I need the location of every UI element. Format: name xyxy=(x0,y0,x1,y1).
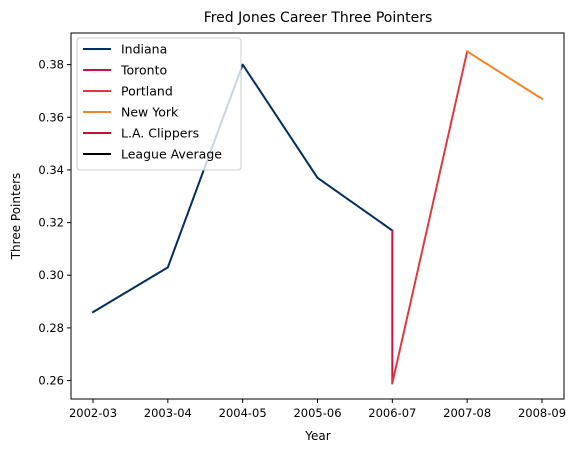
y-tick-label: 0.34 xyxy=(38,163,64,177)
y-tick-label: 0.28 xyxy=(38,321,64,335)
x-tick-label: 2006-07 xyxy=(368,406,416,420)
legend-label: Indiana xyxy=(121,42,167,57)
x-axis-label: Year xyxy=(304,429,330,443)
y-tick-label: 0.32 xyxy=(38,216,64,230)
x-tick-label: 2007-08 xyxy=(443,406,491,420)
legend-label: Portland xyxy=(121,84,173,99)
legend-label: L.A. Clippers xyxy=(121,126,199,141)
series-line-new-york xyxy=(465,50,544,101)
x-tick-label: 2003-04 xyxy=(144,406,192,420)
chart-title: Fred Jones Career Three Pointers xyxy=(204,10,433,26)
y-tick-label: 0.38 xyxy=(38,58,64,72)
legend-label: Toronto xyxy=(120,63,167,78)
legend-label: New York xyxy=(121,105,179,120)
legend: Indiana Toronto Portland New York L.A. Clipp… xyxy=(76,37,242,171)
x-tick-label: 2005-06 xyxy=(293,406,341,420)
legend-box xyxy=(76,37,242,171)
y-tick-label: 0.26 xyxy=(38,374,64,388)
y-axis: 0.26 0.28 0.30 0.32 0.34 0.36 0.38 xyxy=(38,58,71,388)
x-tick-label: 2002-03 xyxy=(69,406,117,420)
x-axis: 2002-03 2003-04 2004-05 2005-06 2006-07 2007-… xyxy=(69,399,566,420)
series-line-portland xyxy=(391,50,469,385)
x-tick-label: 2004-05 xyxy=(219,406,267,420)
series-line-indiana xyxy=(91,63,394,314)
y-tick-label: 0.36 xyxy=(38,110,64,124)
x-tick-label: 2008-09 xyxy=(518,406,566,420)
plot-area xyxy=(91,50,544,385)
y-tick-label: 0.30 xyxy=(38,268,64,282)
y-axis-label: Three Pointers xyxy=(9,173,23,261)
legend-label: League Average xyxy=(121,147,222,162)
